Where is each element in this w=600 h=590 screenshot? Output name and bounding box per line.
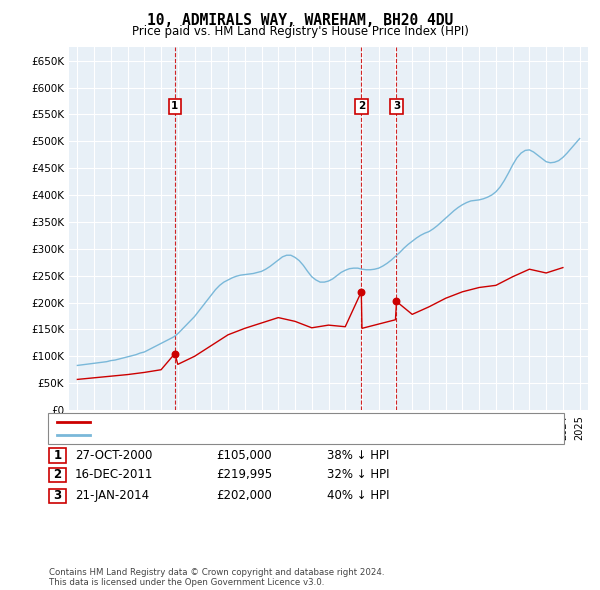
Text: 2: 2 [358, 101, 365, 112]
Point [392, 297, 401, 306]
Text: 3: 3 [53, 489, 62, 502]
Text: £202,000: £202,000 [216, 489, 272, 502]
Text: 1: 1 [53, 449, 62, 462]
Text: 10, ADMIRALS WAY, WAREHAM, BH20 4DU (detached house): 10, ADMIRALS WAY, WAREHAM, BH20 4DU (det… [96, 417, 410, 427]
Text: 2: 2 [53, 468, 62, 481]
Text: 27-OCT-2000: 27-OCT-2000 [75, 449, 152, 462]
Text: £105,000: £105,000 [216, 449, 272, 462]
Text: 40% ↓ HPI: 40% ↓ HPI [327, 489, 389, 502]
Text: 16-DEC-2011: 16-DEC-2011 [75, 468, 154, 481]
Text: HPI: Average price, detached house, Dorset: HPI: Average price, detached house, Dors… [96, 430, 323, 440]
Text: 1: 1 [171, 101, 178, 112]
Text: Contains HM Land Registry data © Crown copyright and database right 2024.
This d: Contains HM Land Registry data © Crown c… [49, 568, 385, 587]
Text: £219,995: £219,995 [216, 468, 272, 481]
Text: 3: 3 [393, 101, 400, 112]
Text: 10, ADMIRALS WAY, WAREHAM, BH20 4DU: 10, ADMIRALS WAY, WAREHAM, BH20 4DU [147, 13, 453, 28]
Point [356, 287, 366, 297]
Text: 21-JAN-2014: 21-JAN-2014 [75, 489, 149, 502]
Text: 32% ↓ HPI: 32% ↓ HPI [327, 468, 389, 481]
Point [170, 349, 179, 358]
Text: 38% ↓ HPI: 38% ↓ HPI [327, 449, 389, 462]
Text: Price paid vs. HM Land Registry's House Price Index (HPI): Price paid vs. HM Land Registry's House … [131, 25, 469, 38]
